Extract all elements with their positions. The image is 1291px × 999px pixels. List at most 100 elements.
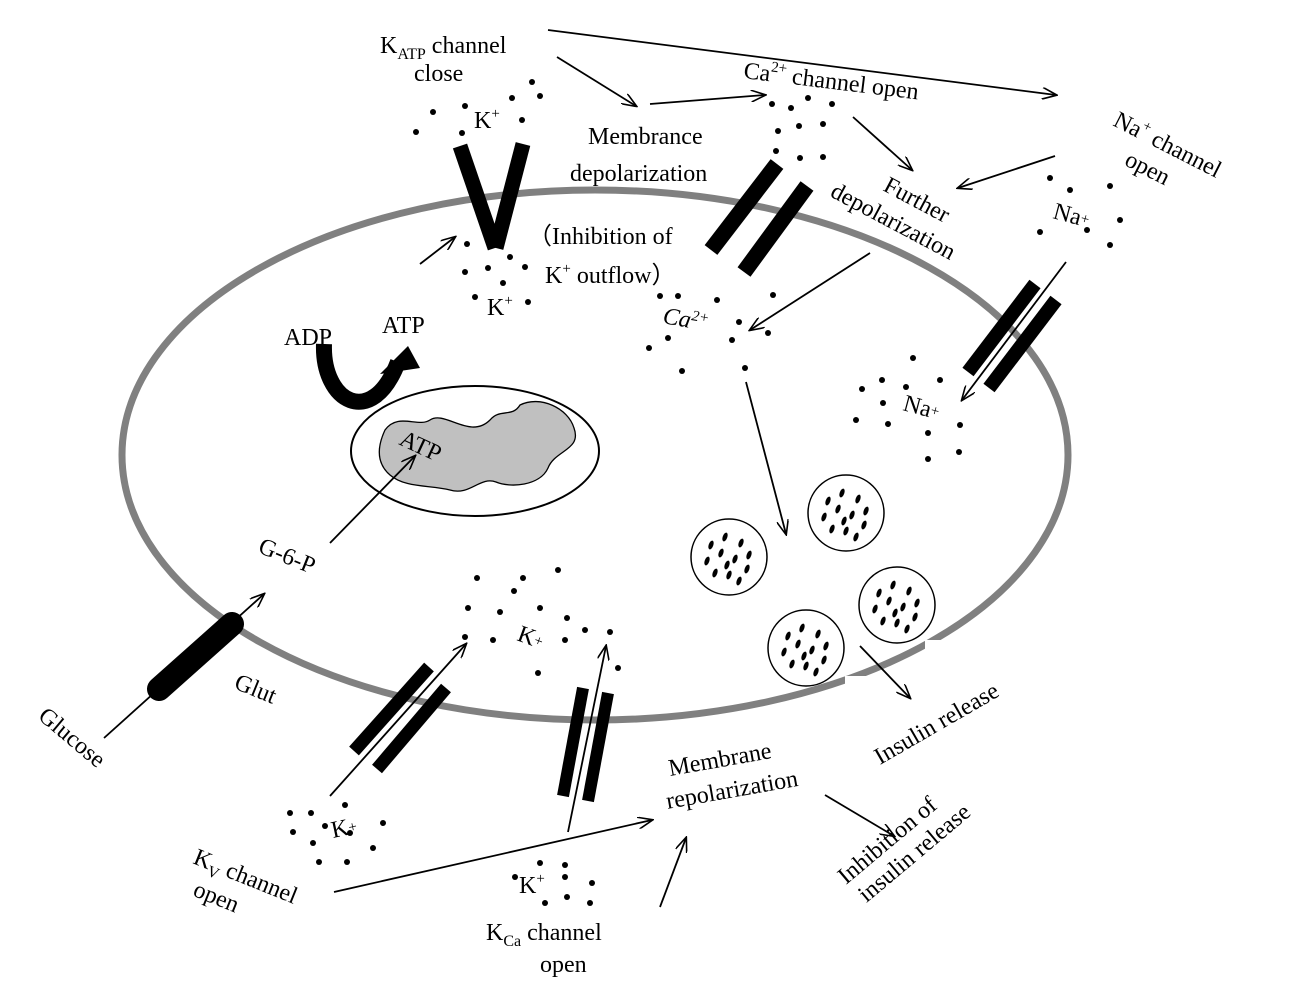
- ion-dot: [564, 615, 570, 621]
- ion-dot: [472, 294, 478, 300]
- na-channel-open-label: Na+ channel open: [1109, 107, 1225, 191]
- ion-dot: [485, 265, 491, 271]
- ion-dot: [820, 154, 826, 160]
- insulin-granule: [839, 488, 845, 498]
- ion-dot: [657, 293, 663, 299]
- arrows: [329, 29, 1056, 908]
- ion-dot: [497, 609, 503, 615]
- insulin-granule: [892, 608, 898, 618]
- ion-dot: [465, 605, 471, 611]
- insulin-granule: [746, 550, 752, 560]
- inhibition-of-insulin-release-label: Inhibition of insulin release: [833, 792, 976, 908]
- ion-dot: [490, 637, 496, 643]
- ion-dot: [537, 860, 543, 866]
- insulin-granule: [708, 540, 714, 550]
- svg-text:（Inhibition of: （Inhibition of: [528, 224, 673, 250]
- insulin-granule: [726, 570, 732, 580]
- ion-dot: [770, 292, 776, 298]
- ion-dot: [509, 95, 515, 101]
- ca-ion-label: Ca2+: [661, 303, 710, 337]
- k-ion-label-lower-right: K+: [514, 621, 547, 654]
- insulin-granule: [843, 526, 849, 536]
- insulin-granule: [855, 494, 861, 504]
- ion-dot: [885, 421, 891, 427]
- k-ion-label-top: K+: [474, 106, 500, 134]
- ion-dot: [511, 588, 517, 594]
- ion-dot: [607, 629, 613, 635]
- svg-text:Ca2+ channel open: Ca2+ channel open: [742, 56, 920, 105]
- membrance-depolarization-label: Membrance depolarization: [570, 124, 707, 187]
- ion-dot: [342, 802, 348, 808]
- ion-dot: [773, 148, 779, 154]
- insulin-granule: [853, 532, 859, 542]
- insulin-granule: [890, 580, 896, 590]
- glucose-label: Glucose: [33, 703, 110, 773]
- ion-dot: [615, 665, 621, 671]
- ion-dot: [910, 355, 916, 361]
- insulin-granule: [813, 667, 819, 677]
- ion-dot: [742, 365, 748, 371]
- ion-dot: [542, 900, 548, 906]
- k-ion-label-inside: K+: [487, 293, 513, 321]
- ion-dot: [474, 575, 480, 581]
- ion-dot: [925, 430, 931, 436]
- ion-dot: [1067, 187, 1073, 193]
- insulin-granule: [724, 560, 730, 570]
- ion-dot: [562, 874, 568, 880]
- insulin-granule: [841, 516, 847, 526]
- inhibition-of-k-outflow-label: （Inhibition of K+ outflow）: [528, 224, 675, 289]
- insulin-granule: [861, 520, 867, 530]
- ion-dots: [287, 79, 1123, 906]
- ion-dot: [310, 840, 316, 846]
- ion-dot: [956, 449, 962, 455]
- svg-text:depolarization: depolarization: [570, 161, 707, 187]
- insulin-granule: [704, 556, 710, 566]
- ion-dot: [853, 417, 859, 423]
- katp-channel-close-label: KATP channel close: [380, 33, 507, 87]
- insulin-granule: [880, 616, 886, 626]
- kv-channel: [329, 644, 466, 797]
- insulin-granule: [904, 624, 910, 634]
- ion-dot: [1037, 229, 1043, 235]
- ion-dot: [462, 269, 468, 275]
- svg-text:Membrance: Membrance: [588, 124, 703, 150]
- ion-dot: [1047, 175, 1053, 181]
- ion-dot: [430, 109, 436, 115]
- ion-dot: [729, 337, 735, 343]
- glut-transporter: [103, 594, 264, 739]
- ion-dot: [413, 129, 419, 135]
- insulin-granule: [722, 532, 728, 542]
- svg-text:KCa channel: KCa channel: [486, 920, 602, 950]
- ion-dot: [520, 575, 526, 581]
- insulin-granule: [801, 651, 807, 661]
- ion-dot: [937, 377, 943, 383]
- insulin-granules: [704, 488, 920, 677]
- ion-dot: [562, 862, 568, 868]
- insulin-granule: [712, 568, 718, 578]
- ion-dot: [805, 95, 811, 101]
- insulin-vesicles: [690, 474, 936, 687]
- ion-dot: [507, 254, 513, 260]
- ion-dot: [512, 874, 518, 880]
- ion-dot: [380, 820, 386, 826]
- ca-channel: [704, 159, 814, 277]
- insulin-granule: [789, 659, 795, 669]
- insulin-granule: [744, 564, 750, 574]
- insulin-granule: [823, 641, 829, 651]
- k-ion-label-bottom: K+: [519, 871, 545, 899]
- insulin-granule: [718, 548, 724, 558]
- ion-dot: [820, 121, 826, 127]
- insulin-release-label: Insulin release: [870, 678, 1004, 770]
- ion-dot: [665, 335, 671, 341]
- ion-dot: [308, 810, 314, 816]
- adp-atp-conversion-arrow: [315, 343, 420, 410]
- insulin-granule: [803, 661, 809, 671]
- ion-dot: [535, 670, 541, 676]
- insulin-granule: [914, 598, 920, 608]
- ion-dot: [589, 880, 595, 886]
- insulin-granule: [736, 576, 742, 586]
- insulin-granule: [799, 623, 805, 633]
- mitochondrion: [350, 385, 600, 517]
- insulin-granule: [872, 604, 878, 614]
